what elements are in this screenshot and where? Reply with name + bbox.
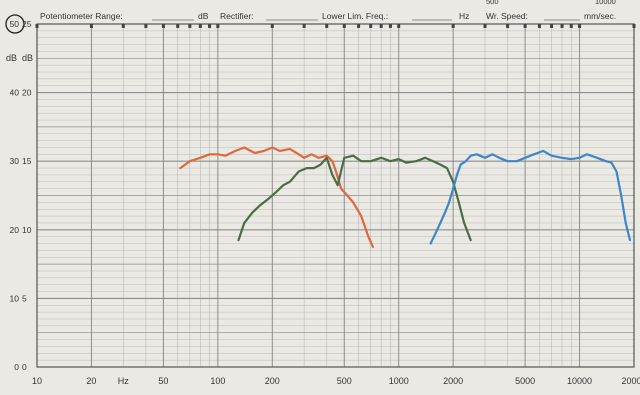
y-tick-label-left: 0 [14,362,19,372]
series-line [429,149,632,245]
x-tick-label: 200 [265,376,280,386]
top-tick-mark [483,24,487,28]
top-tick-mark [208,24,212,28]
y-tick-label-right: 5 [22,293,27,303]
x-tick-label: 100 [210,376,225,386]
x-axis-tick-labels: 10 20 Hz 50 100 200 500 1000 2000 5000 10000 20000 [32,376,640,386]
x-tick-label: 20 [86,376,96,386]
top-tick-mark [216,24,220,28]
top-tick-mark [578,24,582,28]
y-tick-label-right: 15 [22,156,32,166]
top-tick-mark [198,24,202,28]
top-partial-labels: 500 10000 [486,0,616,6]
writing-speed-label: Wr. Speed: [486,11,528,21]
top-tick-mark [176,24,180,28]
plot-frame [36,23,635,368]
top-tick-mark [388,24,392,28]
y-tick-label-right: 0 [22,362,27,372]
top-tick-mark [325,24,329,28]
series-line [179,146,374,248]
top-tick-mark [560,24,564,28]
top-tick-mark [121,24,125,28]
top-tick-mark [302,24,306,28]
x-tick-label: Hz [118,376,129,386]
top-partial-label-500: 500 [486,0,499,6]
top-tick-mark [35,24,39,28]
y-tick-label-right: 25 [22,19,32,29]
x-tick-label: 10000 [567,376,592,386]
top-tick-mark [506,24,510,28]
top-tick-mark [537,24,541,28]
top-partial-label-10000: 10000 [595,0,616,6]
lower-limit-frequency-label: Lower Lim. Freq.: [322,11,388,21]
top-tick-mark [357,24,361,28]
major-grid [36,23,635,368]
top-tick-mark [632,24,636,28]
right-axis-unit-label: dB [22,53,33,63]
y-tick-label-left: 40 [10,88,20,98]
top-tick-mark [342,24,346,28]
top-tick-mark [550,24,554,28]
x-tick-label: 50 [158,376,168,386]
top-tick-mark [397,24,401,28]
x-tick-label: 2000 [443,376,463,386]
y-tick-label-left: 10 [10,293,20,303]
y-tick-label-left: 30 [10,156,20,166]
top-tick-mark [369,24,373,28]
top-tick-mark [451,24,455,28]
y-tick-label-right: 20 [22,88,32,98]
potentiometer-range-label: Potentiometer Range: [40,11,123,21]
data-series [179,146,632,248]
top-tick-mark [144,24,148,28]
series-line [237,154,472,242]
x-tick-label: 1000 [389,376,409,386]
range-circle-mark [5,14,25,34]
top-tick-mark [188,24,192,28]
potentiometer-range-unit: dB [198,11,209,21]
top-tick-mark [89,24,93,28]
left-axis-unit-label: dB [6,53,17,63]
rectifier-label: Rectifier: [220,11,254,21]
x-tick-label: 500 [337,376,352,386]
x-tick-label: 10 [32,376,42,386]
lower-limit-frequency-unit: Hz [459,11,469,21]
x-tick-label: 5000 [515,376,535,386]
chart-header: Potentiometer Range: dB Rectifier: Lower… [40,11,616,21]
y-tick-label-left: 50 [10,19,20,29]
top-tick-mark [523,24,527,28]
top-tick-mark [569,24,573,28]
top-tick-mark [270,24,274,28]
y-tick-label-right: 10 [22,225,32,235]
y-tick-label-left: 20 [10,225,20,235]
top-tick-mark [379,24,383,28]
writing-speed-unit: mm/sec. [584,11,616,21]
top-tick-mark [161,24,165,28]
top-tick-marks [35,24,636,28]
x-tick-label: 20000 [621,376,640,386]
